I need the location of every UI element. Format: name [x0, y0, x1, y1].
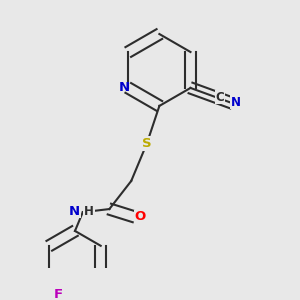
Text: F: F: [54, 288, 63, 300]
Text: N: N: [69, 205, 80, 218]
Text: N: N: [119, 81, 130, 94]
Text: C: C: [215, 91, 224, 103]
Text: S: S: [142, 137, 152, 150]
Text: H: H: [84, 205, 94, 218]
Text: N: N: [231, 96, 241, 109]
Text: O: O: [134, 210, 146, 224]
